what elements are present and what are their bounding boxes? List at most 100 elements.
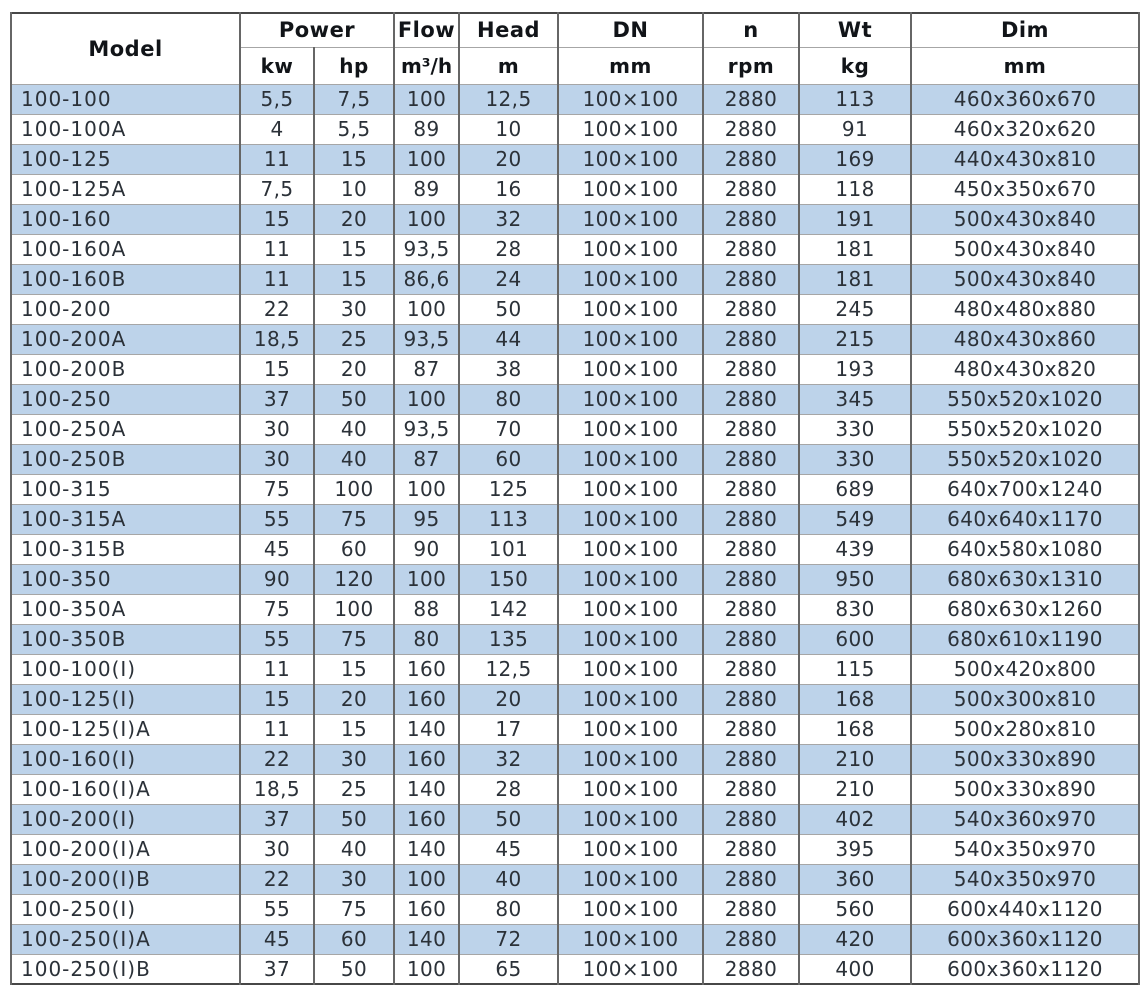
cell-rpm: 2880 — [702, 293, 801, 325]
table-row: 100-125 11 15 100 20 100×100 2880 169 440x430x81… — [10, 143, 1141, 175]
cell-power-kw: 55 — [239, 893, 315, 925]
cell-flow: 100 — [393, 293, 461, 325]
cell-dimensions: 680x610x1190 — [910, 623, 1141, 655]
cell-rpm: 2880 — [702, 383, 801, 415]
cell-weight: 113 — [798, 83, 913, 115]
cell-flow: 100 — [393, 473, 461, 505]
cell-dn: 100×100 — [557, 563, 705, 595]
table-row: 100-250A 30 40 93,5 70 100×100 2880 330 550x520x… — [10, 413, 1141, 445]
cell-weight: 115 — [798, 653, 913, 685]
cell-rpm: 2880 — [702, 233, 801, 265]
cell-weight: 181 — [798, 233, 913, 265]
cell-flow: 160 — [393, 893, 461, 925]
table-row: 100-160B 11 15 86,6 24 100×100 2880 181 500x430x… — [10, 263, 1141, 295]
cell-dimensions: 640x700x1240 — [910, 473, 1141, 505]
unit-hp: hp — [312, 46, 396, 85]
cell-head: 32 — [458, 203, 560, 235]
cell-dimensions: 480x430x860 — [910, 323, 1141, 355]
cell-dimensions: 540x350x970 — [910, 863, 1141, 895]
cell-dimensions: 550x520x1020 — [910, 413, 1141, 445]
cell-power-kw: 30 — [239, 413, 315, 445]
table-row: 100-315 75 100 100 125 100×100 2880 689 640x700x… — [10, 473, 1141, 505]
cell-weight: 215 — [798, 323, 913, 355]
cell-flow: 100 — [393, 863, 461, 895]
cell-rpm: 2880 — [702, 503, 801, 535]
cell-dn: 100×100 — [557, 593, 705, 625]
header-units-row: kw hp m³/h m mm rpm kg mm — [11, 46, 1141, 85]
cell-rpm: 2880 — [702, 203, 801, 235]
cell-weight: 91 — [798, 113, 913, 145]
cell-rpm: 2880 — [702, 533, 801, 565]
cell-rpm: 2880 — [702, 353, 801, 385]
cell-flow: 90 — [393, 533, 461, 565]
cell-power-hp: 75 — [312, 623, 396, 655]
cell-power-kw: 11 — [239, 143, 315, 175]
cell-power-hp: 15 — [312, 143, 396, 175]
cell-power-hp: 5,5 — [312, 113, 396, 145]
cell-dimensions: 500x280x810 — [910, 713, 1141, 745]
cell-head: 40 — [458, 863, 560, 895]
cell-weight: 168 — [798, 683, 913, 715]
cell-power-hp: 40 — [312, 833, 396, 865]
col-header-head: Head — [458, 12, 560, 48]
cell-power-hp: 25 — [312, 773, 396, 805]
cell-weight: 168 — [798, 713, 913, 745]
cell-model: 100-100A — [10, 113, 241, 145]
cell-flow: 87 — [393, 353, 461, 385]
cell-power-hp: 30 — [312, 293, 396, 325]
cell-power-hp: 25 — [312, 323, 396, 355]
cell-power-hp: 20 — [312, 203, 396, 235]
cell-power-kw: 22 — [239, 863, 315, 895]
cell-power-hp: 50 — [312, 953, 396, 985]
cell-weight: 600 — [798, 623, 913, 655]
unit-dn: mm — [557, 46, 705, 85]
cell-power-hp: 15 — [312, 233, 396, 265]
cell-head: 28 — [458, 773, 560, 805]
cell-weight: 191 — [798, 203, 913, 235]
cell-dn: 100×100 — [557, 683, 705, 715]
cell-head: 101 — [458, 533, 560, 565]
cell-model: 100-315A — [10, 503, 241, 535]
cell-rpm: 2880 — [702, 953, 801, 985]
cell-model: 100-200(I)B — [10, 863, 241, 895]
cell-power-hp: 40 — [312, 443, 396, 475]
table-row: 100-160(I) 22 30 160 32 100×100 2880 210 500x330… — [10, 743, 1141, 775]
cell-dimensions: 680x630x1260 — [910, 593, 1141, 625]
cell-head: 20 — [458, 143, 560, 175]
cell-power-kw: 55 — [239, 623, 315, 655]
cell-dn: 100×100 — [557, 743, 705, 775]
cell-flow: 88 — [393, 593, 461, 625]
table-row: 100-125(I) 15 20 160 20 100×100 2880 168 500x300… — [10, 683, 1141, 715]
cell-dimensions: 550x520x1020 — [910, 443, 1141, 475]
cell-model: 100-250(I) — [10, 893, 241, 925]
cell-rpm: 2880 — [702, 113, 801, 145]
cell-flow: 140 — [393, 923, 461, 955]
cell-flow: 100 — [393, 953, 461, 985]
cell-dimensions: 640x580x1080 — [910, 533, 1141, 565]
cell-power-kw: 11 — [239, 653, 315, 685]
cell-dn: 100×100 — [557, 113, 705, 145]
cell-dimensions: 600x440x1120 — [910, 893, 1141, 925]
table-row: 100-350B 55 75 80 135 100×100 2880 600 680x610x1… — [10, 623, 1141, 655]
cell-dimensions: 500x300x810 — [910, 683, 1141, 715]
col-header-power: Power — [238, 12, 396, 48]
cell-model: 100-250(I)B — [10, 953, 241, 985]
table-row: 100-250(I) 55 75 160 80 100×100 2880 560 600x440… — [10, 893, 1141, 925]
cell-model: 100-125A — [10, 173, 241, 205]
cell-weight: 330 — [798, 443, 913, 475]
cell-weight: 402 — [798, 803, 913, 835]
cell-dn: 100×100 — [557, 503, 705, 535]
table-row: 100-315B 45 60 90 101 100×100 2880 439 640x580x1… — [10, 533, 1141, 565]
cell-model: 100-200(I) — [10, 803, 241, 835]
cell-power-kw: 55 — [239, 503, 315, 535]
cell-flow: 87 — [393, 443, 461, 475]
table-row: 100-160 15 20 100 32 100×100 2880 191 500x430x84… — [10, 203, 1141, 235]
cell-rpm: 2880 — [702, 443, 801, 475]
table-row: 100-250 37 50 100 80 100×100 2880 345 550x520x10… — [10, 383, 1141, 415]
cell-power-kw: 45 — [239, 923, 315, 955]
cell-flow: 80 — [393, 623, 461, 655]
cell-dn: 100×100 — [557, 653, 705, 685]
cell-dimensions: 500x430x840 — [910, 233, 1141, 265]
cell-model: 100-160A — [10, 233, 241, 265]
unit-dim: mm — [910, 46, 1141, 85]
